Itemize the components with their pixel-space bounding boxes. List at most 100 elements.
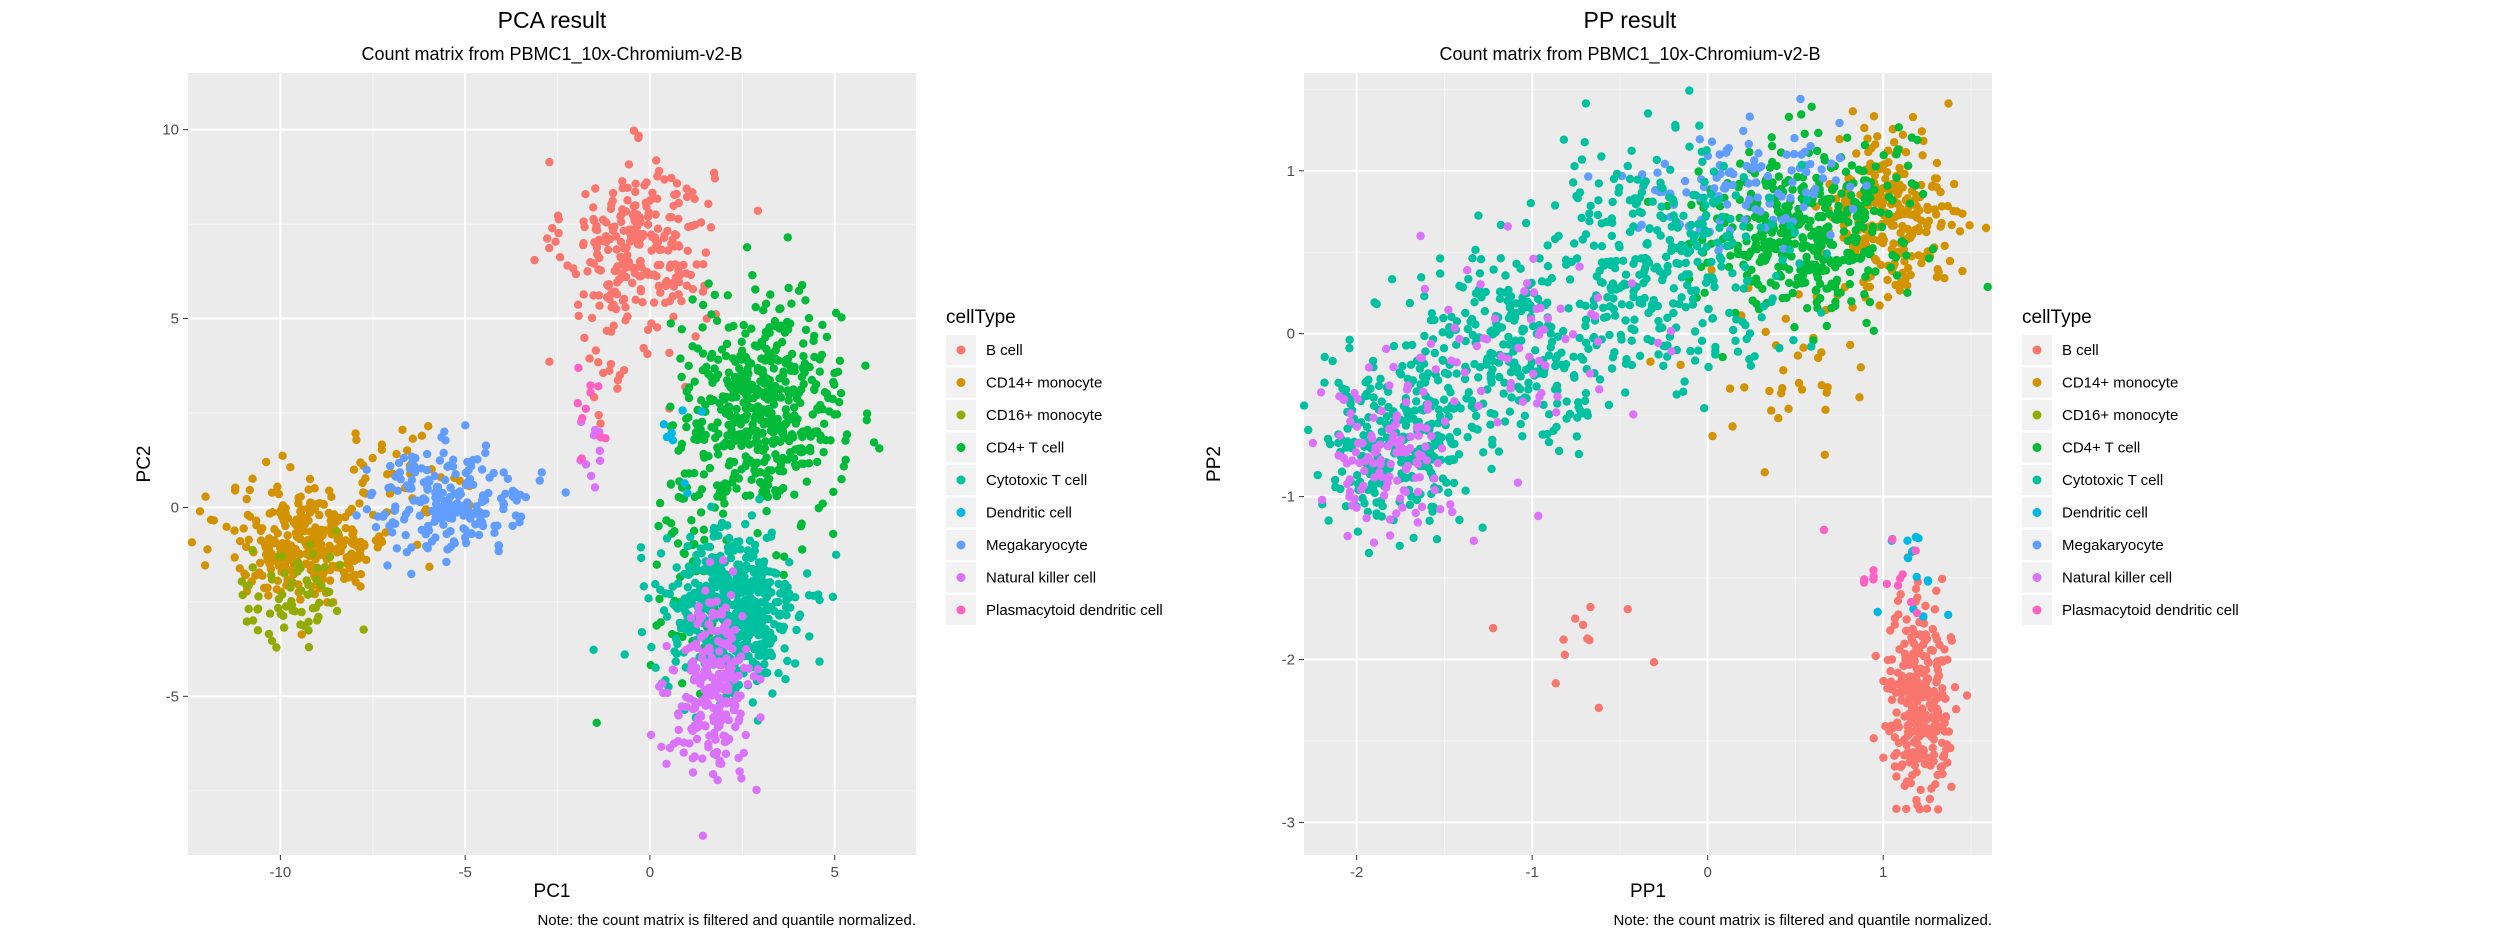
data-point (272, 643, 281, 652)
data-point (450, 489, 459, 498)
data-point (591, 225, 600, 234)
data-point (1513, 478, 1523, 487)
data-point (722, 392, 731, 402)
data-point (435, 456, 445, 465)
data-point (668, 665, 677, 674)
data-point (722, 681, 731, 691)
data-point (662, 641, 671, 651)
data-point (739, 748, 748, 758)
data-point (381, 528, 390, 537)
data-point (521, 493, 531, 502)
data-point (422, 542, 431, 551)
data-point (1597, 242, 1607, 251)
data-point (280, 569, 289, 578)
data-point (1430, 348, 1440, 358)
data-point (710, 658, 720, 668)
data-point (679, 548, 688, 558)
data-point (778, 453, 787, 463)
data-point (1505, 407, 1515, 416)
data-point (1406, 432, 1415, 441)
data-point (1669, 284, 1679, 293)
data-point (665, 589, 674, 599)
data-point (351, 429, 360, 438)
data-point (1883, 275, 1892, 285)
data-point (1575, 262, 1584, 271)
data-point (731, 373, 740, 383)
data-point (762, 453, 771, 462)
data-point (1444, 305, 1453, 314)
data-point (624, 160, 634, 169)
data-point (799, 352, 808, 361)
data-point (1922, 227, 1931, 237)
data-point (1565, 409, 1575, 419)
data-point (386, 461, 395, 471)
data-point (656, 618, 665, 627)
data-point (1742, 334, 1751, 344)
data-point (701, 564, 710, 573)
data-point (574, 311, 583, 321)
data-point (672, 189, 681, 199)
data-point (1896, 228, 1905, 238)
data-point (683, 246, 692, 255)
data-point (1860, 123, 1869, 133)
data-point (1637, 188, 1647, 197)
data-point (1824, 222, 1833, 231)
data-point (1722, 200, 1732, 209)
data-point (1594, 196, 1603, 205)
data-point (1943, 202, 1953, 211)
data-point (1615, 243, 1624, 252)
data-point (279, 623, 289, 632)
data-point (1822, 249, 1832, 258)
data-point (764, 614, 773, 624)
data-point (1376, 374, 1385, 383)
data-point (1689, 236, 1699, 245)
data-point (1621, 270, 1631, 279)
data-point (813, 457, 822, 467)
data-point (1641, 177, 1650, 186)
data-point (719, 556, 728, 565)
data-point (742, 375, 751, 384)
data-point (461, 538, 471, 548)
data-point (753, 458, 762, 467)
data-point (671, 634, 681, 643)
data-point (635, 240, 644, 249)
data-point (264, 629, 274, 639)
data-point (701, 248, 711, 257)
data-point (1923, 577, 1933, 586)
data-point (774, 669, 783, 678)
data-point (1623, 161, 1633, 171)
data-point (1936, 187, 1945, 197)
data-point (304, 643, 314, 652)
data-point (443, 545, 452, 554)
data-point (1629, 287, 1638, 296)
data-point (685, 739, 694, 748)
data-point (650, 270, 659, 279)
data-point (1941, 712, 1951, 721)
data-point (769, 390, 779, 400)
data-point (1361, 392, 1370, 401)
data-point (344, 573, 354, 582)
data-point (719, 639, 729, 649)
data-point (592, 243, 602, 252)
data-point (1845, 249, 1855, 258)
data-point (341, 536, 350, 545)
data-point (835, 398, 844, 407)
data-point (862, 415, 871, 425)
data-point (613, 384, 622, 393)
data-point (503, 474, 513, 483)
data-point (1741, 201, 1751, 210)
data-point (459, 524, 468, 533)
data-point (707, 310, 716, 319)
data-point (692, 734, 702, 744)
data-point (1807, 102, 1816, 112)
data-point (1914, 711, 1924, 720)
data-point (1472, 341, 1482, 351)
pca-x-axis-label: PC1 (534, 881, 571, 902)
data-point (350, 556, 359, 565)
data-point (1392, 509, 1401, 518)
data-point (595, 253, 604, 263)
data-point (408, 434, 417, 443)
data-point (1414, 431, 1423, 440)
